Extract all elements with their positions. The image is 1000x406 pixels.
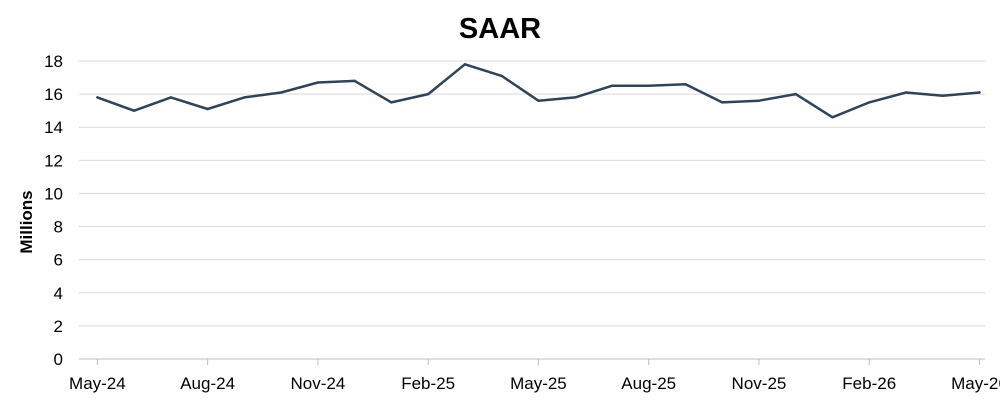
data-point-Aug-24: [206, 107, 209, 111]
data-point-Feb-26: [868, 101, 871, 104]
y-tick-label-18: 18: [44, 52, 63, 71]
y-tick-label-8: 8: [54, 218, 63, 237]
x-tick-label-Aug-25: Aug-25: [621, 374, 676, 393]
data-point-May-25: [537, 99, 540, 102]
data-point-Oct-25: [721, 101, 724, 104]
data-point-Dec-24: [353, 79, 356, 83]
y-tick-label-4: 4: [54, 284, 63, 303]
x-tick-label-Feb-25: Feb-25: [401, 374, 455, 393]
y-tick-label-2: 2: [54, 317, 63, 336]
data-point-Dec-25: [794, 92, 797, 96]
series-line-1: [96, 63, 981, 119]
data-point-Apr-26: [941, 94, 944, 97]
data-point-Feb-25: [426, 92, 430, 96]
data-point-Jan-25: [390, 101, 393, 104]
data-point-Apr-25: [500, 74, 503, 78]
data-point-Jul-25: [610, 84, 614, 88]
y-tick-label-10: 10: [44, 184, 63, 203]
y-axis: 0 2 4 6 8 10 12 14 16 18: [44, 52, 63, 369]
data-point-Nov-24: [316, 81, 320, 84]
chart-title: SAAR: [459, 13, 541, 45]
series-layer: [96, 63, 981, 119]
x-tick-label-Nov-25: Nov-25: [732, 374, 787, 393]
data-point-Nov-25: [757, 99, 761, 102]
data-point-Jun-25: [573, 96, 577, 99]
x-tick-label-May-25: May-25: [510, 374, 567, 393]
x-tick-label-Aug-24: Aug-24: [180, 374, 235, 393]
data-point-May-24: [96, 96, 99, 99]
data-point-Jul-24: [169, 96, 173, 99]
gridlines: [79, 60, 985, 327]
data-point-Jun-24: [132, 109, 136, 112]
x-tick-label-Nov-24: Nov-24: [290, 374, 345, 393]
y-tick-label-0: 0: [54, 350, 63, 369]
y-tick-label-12: 12: [44, 151, 63, 170]
data-point-Jan-26: [831, 116, 834, 119]
data-point-Sep-24: [243, 96, 246, 99]
y-tick-label-6: 6: [54, 251, 63, 270]
data-point-Mar-26: [904, 91, 908, 94]
data-point-Oct-24: [279, 91, 283, 94]
x-tick-label-May-24: May-24: [69, 374, 126, 393]
data-point-May-26: [978, 91, 981, 94]
data-point-Sep-25: [684, 82, 687, 86]
x-tick-label-Feb-26: Feb-26: [842, 374, 896, 393]
data-point-Aug-25: [647, 84, 650, 88]
x-axis: May-24 Aug-24 Nov-24 Feb-25 May-25 Aug-25 Nov-…: [69, 358, 1000, 393]
x-tick-label-May-26: May-26: [951, 374, 1000, 393]
y-tick-label-16: 16: [44, 85, 63, 104]
data-point-Mar-25: [463, 63, 467, 66]
y-tick-label-14: 14: [44, 118, 63, 137]
y-axis-title: Millions: [17, 190, 36, 253]
